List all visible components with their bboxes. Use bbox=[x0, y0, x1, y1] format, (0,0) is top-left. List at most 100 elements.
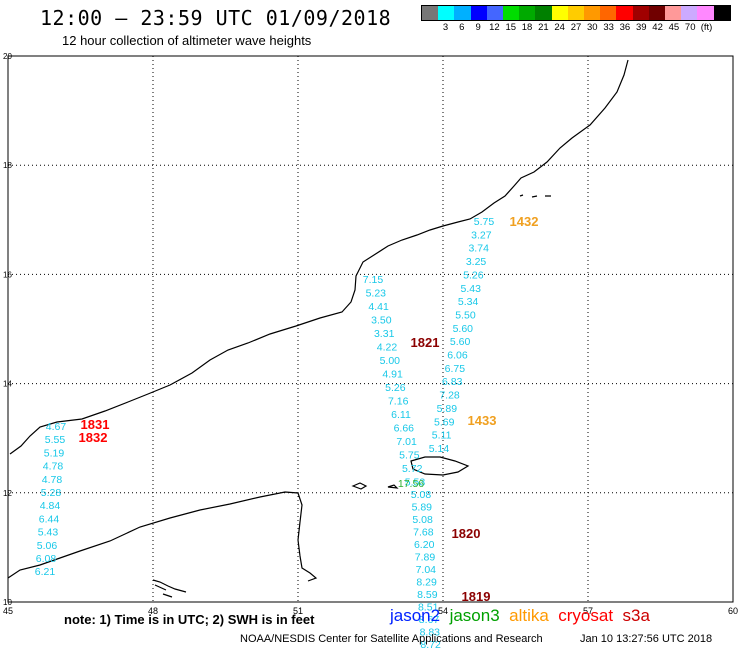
colorbar-tick-label: 42 bbox=[652, 22, 663, 33]
colorbar-tick-label: 3 bbox=[442, 22, 449, 33]
colorbar-tick-label: 24 bbox=[554, 22, 565, 33]
swh-value-track-b: 4.91 bbox=[382, 369, 403, 381]
swh-value-track-b: 4.41 bbox=[368, 301, 389, 313]
swh-value-track-a: 6.83 bbox=[442, 376, 463, 388]
swh-value-track-d: 5.28 bbox=[41, 487, 62, 499]
swh-value-track-b: 7.15 bbox=[363, 274, 384, 286]
legend-jason3: jason3 bbox=[449, 606, 500, 625]
swh-value-track-a: 5.26 bbox=[463, 269, 484, 281]
swh-value-track-c: 7.04 bbox=[416, 564, 437, 576]
colorbar-swatch bbox=[648, 6, 666, 20]
colorbar-swatch bbox=[422, 6, 439, 20]
map-subtitle: 12 hour collection of altimeter wave hei… bbox=[62, 33, 312, 48]
pass-time-label: 1831 bbox=[81, 417, 110, 432]
colorbar-swatch bbox=[519, 6, 536, 20]
coastline bbox=[7, 59, 629, 598]
satellite-legend: jason2 jason3 altika cryosat s3a bbox=[390, 606, 650, 626]
swh-value-track-d: 5.19 bbox=[44, 447, 65, 459]
colorbar-swatch bbox=[681, 6, 698, 20]
colorbar-tick-label: 45 bbox=[668, 22, 680, 33]
swh-value-track-a: 5.60 bbox=[450, 336, 471, 348]
swh-value-track-b: 5.72 bbox=[402, 463, 423, 475]
swh-value-track-a: 6.06 bbox=[447, 350, 468, 362]
swh-value-track-d: 6.08 bbox=[36, 553, 57, 565]
colorbar-tick-label: 33 bbox=[603, 22, 614, 33]
lat-tick-label: 20 bbox=[3, 52, 12, 61]
lon-tick-label: 60 bbox=[728, 606, 738, 616]
colorbar-tick-label: 9 bbox=[475, 22, 481, 33]
swh-value-track-c: 5.08 bbox=[412, 514, 433, 526]
lat-tick-label: 14 bbox=[3, 380, 12, 389]
swh-value-track-d: 5.55 bbox=[45, 434, 66, 446]
colorbar-swatch bbox=[503, 6, 520, 20]
swh-value-track-c: 5.89 bbox=[412, 502, 433, 514]
lat-lon-grid: 45 48 51 54 57 60 20 18 16 14 12 10 bbox=[3, 52, 738, 616]
swh-value-track-d: 5.43 bbox=[38, 527, 59, 539]
pass-time-label: 1821 bbox=[411, 335, 440, 350]
swh-value-track-b: 4.22 bbox=[377, 342, 398, 354]
swh-value-track-d: 4.67 bbox=[46, 421, 67, 433]
swh-value-track-d: 5.06 bbox=[37, 540, 58, 552]
footer-note: note: 1) Time is in UTC; 2) SWH is in fe… bbox=[64, 612, 315, 627]
lat-tick-label: 16 bbox=[3, 270, 12, 279]
swh-value-track-d: 4.78 bbox=[43, 461, 64, 473]
swh-value-track-b: 6.66 bbox=[394, 423, 415, 435]
swh-value-track-c: 8.72 bbox=[420, 639, 441, 650]
swh-value-track-b: 3.50 bbox=[371, 315, 392, 327]
swh-value-track-c: 6.20 bbox=[414, 539, 435, 551]
swh-value-track-a: 5.34 bbox=[458, 296, 479, 308]
swh-value-track-a: 5.14 bbox=[429, 443, 450, 455]
colorbar-tick-label: (ft) bbox=[700, 22, 713, 33]
swh-value-track-c: 8.29 bbox=[416, 577, 437, 589]
colorbar-tick-label: 12 bbox=[489, 22, 500, 33]
pass-time-label: 1433 bbox=[468, 413, 497, 428]
colorbar-swatch bbox=[665, 6, 682, 20]
colorbar-swatch bbox=[551, 6, 568, 20]
colorbar-swatch bbox=[632, 6, 649, 20]
legend-jason2: jason2 bbox=[390, 606, 441, 625]
swh-value-track-a: 5.69 bbox=[434, 416, 455, 428]
colorbar-swatch bbox=[616, 6, 633, 20]
legend-cryosat: cryosat bbox=[558, 606, 614, 625]
colorbar-swatch bbox=[697, 6, 714, 20]
swh-value-track-b: 3.31 bbox=[374, 328, 395, 340]
colorbar-swatch bbox=[535, 6, 552, 20]
credit-line: NOAA/NESDIS Center for Satellite Applica… bbox=[240, 633, 543, 645]
colorbar-tick-label: 70 bbox=[684, 22, 696, 33]
map-title: 12:00 – 23:59 UTC 01/09/2018 bbox=[40, 6, 392, 30]
swh-value-track-b: 5.23 bbox=[366, 288, 387, 300]
somalia-coastline bbox=[7, 491, 318, 582]
lon-tick-label: 45 bbox=[3, 606, 13, 616]
lat-tick-label: 12 bbox=[3, 489, 12, 498]
colorbar-tick-label: 6 bbox=[459, 22, 465, 33]
timestamp: Jan 10 13:27:56 UTC 2018 bbox=[580, 633, 713, 645]
lon-tick-label: 51 bbox=[293, 606, 303, 616]
swh-value-track-b: 7.01 bbox=[396, 436, 417, 448]
colorbar-tick-label: 39 bbox=[635, 22, 647, 33]
swh-value-track-c: 8.59 bbox=[417, 589, 438, 601]
pass-time-label: 1819 bbox=[462, 589, 491, 604]
colorbar-tick-label: 21 bbox=[538, 22, 549, 33]
colorbar-labels: 3 6 9 12 15 18 21 24 27 30 33 36 39 42 45 70 (ft) bbox=[421, 22, 740, 34]
swh-value-track-c: 8.51 bbox=[418, 602, 439, 614]
lon-tick-label: 54 bbox=[438, 606, 448, 616]
swh-value-track-c: 8.83 bbox=[420, 627, 441, 639]
legend-altika: altika bbox=[509, 606, 549, 625]
swh-value-track-b: 5.53 bbox=[405, 477, 426, 489]
swh-value-track-d: 4.84 bbox=[40, 500, 61, 512]
swh-value-track-a: 5.50 bbox=[455, 309, 476, 321]
swh-value-track-c: 5.08 bbox=[411, 489, 432, 501]
swh-value-green: 17.56 bbox=[398, 478, 424, 490]
kuria-islands bbox=[519, 194, 551, 198]
swh-value-track-b: 5.26 bbox=[385, 382, 406, 394]
colorbar-swatch bbox=[567, 6, 585, 20]
pass-time-label: 1820 bbox=[452, 526, 481, 541]
colorbar-swatch bbox=[454, 6, 471, 20]
darsah-island bbox=[387, 484, 399, 489]
swh-value-track-d: 6.21 bbox=[35, 566, 56, 578]
swh-value-track-a: 5.43 bbox=[461, 283, 482, 295]
swh-value-track-c: 7.89 bbox=[415, 552, 436, 564]
lon-tick-label: 57 bbox=[583, 606, 593, 616]
swh-value-track-d: 4.78 bbox=[42, 474, 63, 486]
swh-value-track-b: 5.00 bbox=[380, 355, 401, 367]
